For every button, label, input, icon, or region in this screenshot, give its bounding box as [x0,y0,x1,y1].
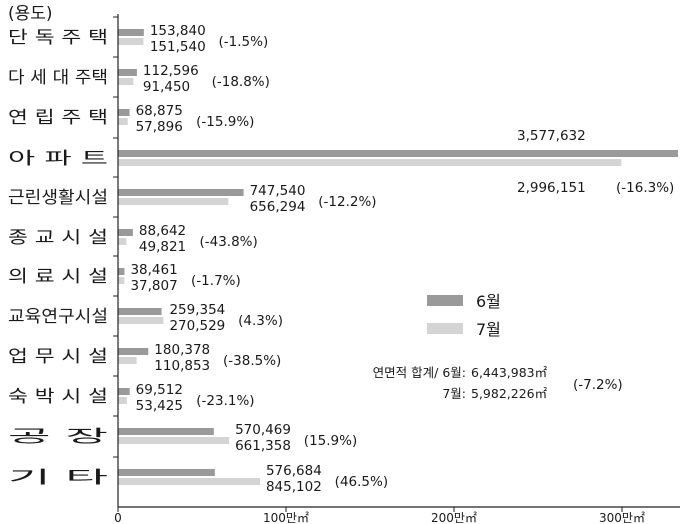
bar-jun [118,109,130,116]
bar-jun [118,308,162,315]
x-tick-label: 200만㎡ [431,511,477,524]
category-label: 다 세 대 주택 [8,68,108,88]
change-label: (-38.5%) [223,353,281,369]
legend-swatch-jun [427,295,463,306]
bar-jun [118,348,149,355]
legend: 6월 7월 [427,292,501,339]
bar-jul [118,478,260,485]
total-june-value: 6,443,983㎡ [471,365,548,380]
value-label-jun: 153,840 [150,23,206,39]
category-label: 의 료 시 설 [8,267,108,287]
totals-annotation: 연면적 합계/ 6월: 6,443,983㎡ 7월: 5,982,226㎡ (-… [373,365,623,401]
bar-jul [118,317,164,324]
value-label-jul: 2,996,151 [517,180,586,196]
value-label-jul: 110,853 [154,358,210,374]
value-label-jul: 845,102 [266,479,322,495]
value-label-jun: 68,875 [136,103,183,119]
bar-jun [118,268,125,275]
category-label: 연 립 주 택 [8,108,108,128]
bar-jun [118,29,144,36]
value-label-jul: 91,450 [143,79,190,95]
category-label: 기 타 [8,468,109,488]
bar-jun [118,469,215,476]
bar-jul [118,38,144,45]
category-label: 근린생활시설 [8,188,108,208]
change-label: (4.3%) [238,313,283,329]
change-label: (15.9%) [304,433,357,449]
change-label: (-1.5%) [219,34,269,50]
category-label: 업 무 시 설 [8,347,108,367]
value-label-jul: 656,294 [250,199,306,215]
change-label: (46.5%) [335,474,388,490]
bar-jun [118,189,244,196]
category-label: 교육연구시설 [8,307,108,327]
category-label: 공 장 [8,427,109,447]
value-label-jun: 3,577,632 [517,128,586,144]
bar-jun [118,388,130,395]
bar-jun [118,150,678,157]
value-label-jul: 661,358 [235,438,291,454]
axes-layer: 0 100만㎡ 200만㎡ 300만㎡ [113,14,680,524]
bar-jul [118,118,128,125]
change-label: (-15.9%) [196,114,254,130]
value-label-jun: 88,642 [139,223,186,239]
change-label: (-23.1%) [196,393,254,409]
change-label: (-43.8%) [199,234,257,250]
value-label-jul: 57,896 [136,119,183,135]
x-tick-label: 0 [114,511,122,524]
total-change: (-7.2%) [573,377,623,393]
value-label-jun: 259,354 [169,302,225,318]
legend-label-jul: 7월 [476,320,501,339]
change-label: (-16.3%) [616,180,674,196]
bars-layer [118,29,678,485]
value-label-jun: 38,461 [130,262,177,278]
total-june-prefix: 연면적 합계/ 6월: [373,365,466,380]
bar-jun [118,428,214,435]
category-label: 단 독 주 택 [8,28,108,48]
value-label-jul: 53,425 [136,398,183,414]
total-july-value: 5,982,226㎡ [471,386,548,401]
x-tick-label: 300만㎡ [599,511,645,524]
value-label-jul: 49,821 [139,239,186,255]
value-label-jun: 570,469 [235,422,291,438]
value-label-jun: 747,540 [250,183,306,199]
value-label-jul: 37,807 [130,278,177,294]
x-tick-label: 100만㎡ [263,511,309,524]
bar-jul [118,437,230,444]
bar-jul [118,198,229,205]
category-label: 아 파 트 [8,149,108,169]
bar-jul [118,357,137,364]
value-label-jul: 270,529 [169,318,225,334]
bar-jul [118,78,134,85]
bar-jun [118,69,137,76]
bar-jun [118,229,133,236]
value-label-jun: 69,512 [136,382,183,398]
change-label: (-1.7%) [191,273,241,289]
legend-label-jun: 6월 [476,292,501,311]
total-july-prefix: 7월: [442,386,466,401]
value-label-jun: 112,596 [143,63,199,79]
change-label: (-18.8%) [212,74,270,90]
bar-jul [118,277,125,284]
change-label: (-12.2%) [318,194,376,210]
category-label: 숙 박 시 설 [8,387,108,407]
value-label-jun: 180,378 [154,342,210,358]
category-label: 종 교 시 설 [8,228,108,248]
legend-swatch-jul [427,323,463,334]
bar-jul [118,159,622,166]
value-label-jul: 151,540 [150,39,206,55]
category-axis-title: (용도) [8,4,53,24]
bar-jul [118,397,127,404]
value-label-jun: 576,684 [266,463,322,479]
bar-jul [118,238,127,245]
